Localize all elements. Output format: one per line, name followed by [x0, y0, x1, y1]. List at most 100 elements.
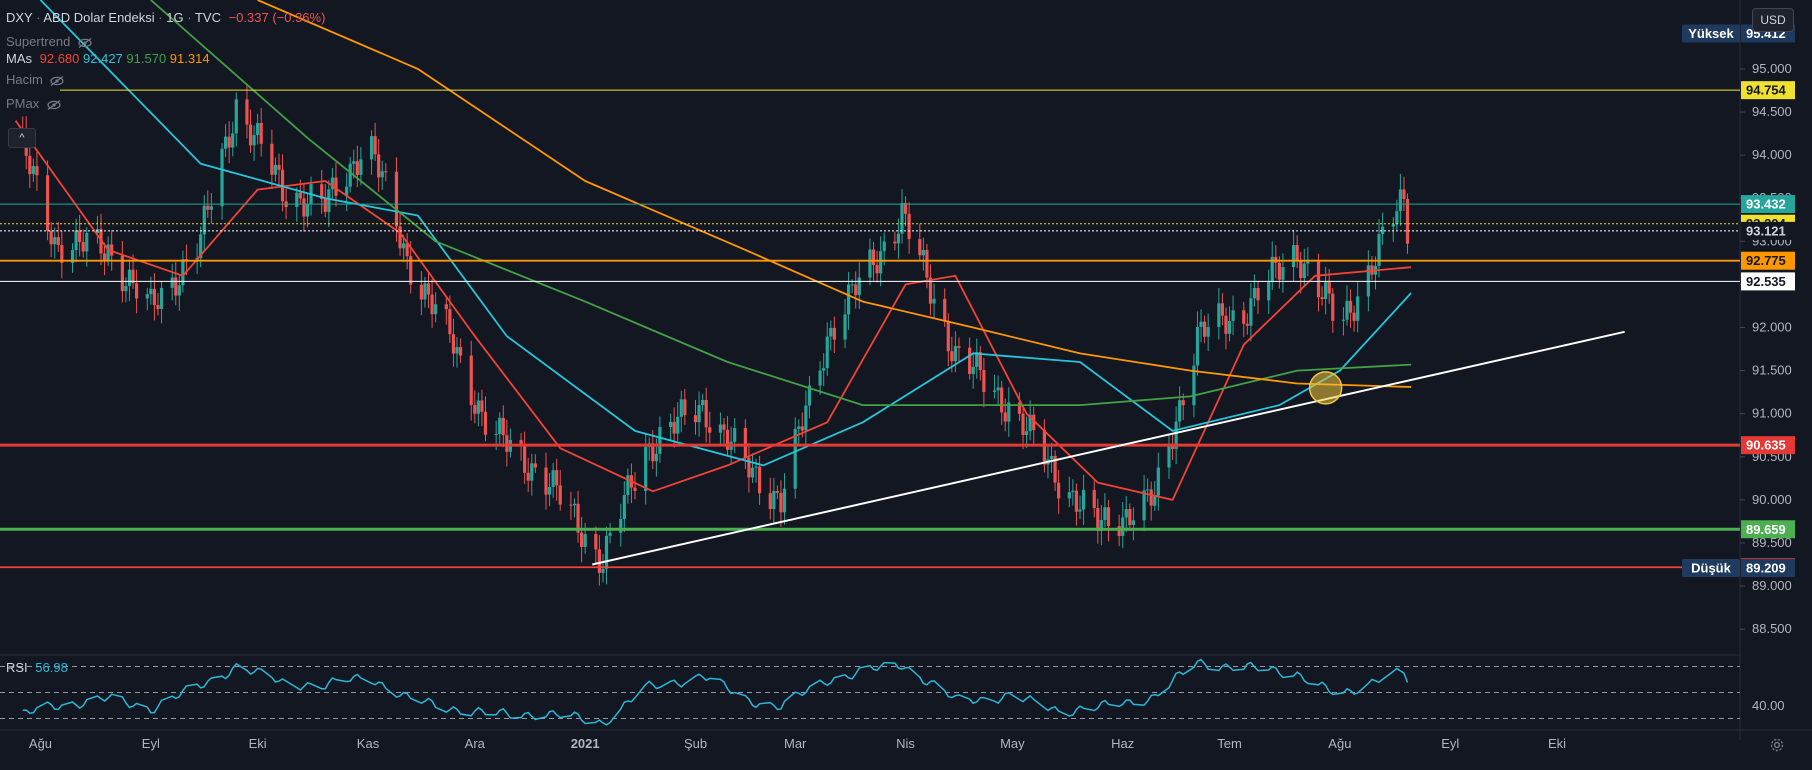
- price-tag-box: [1741, 251, 1795, 270]
- price-tag-89.659: 89.659: [1741, 520, 1795, 539]
- moving-average-line-3: [150, 0, 1412, 407]
- candle-body: [1074, 490, 1079, 512]
- price-tag-92.775: 92.775: [1741, 251, 1795, 270]
- low-marker-value: 89.209: [1746, 561, 1786, 576]
- candle-body: [893, 241, 897, 244]
- pmax-legend[interactable]: PMax: [6, 96, 61, 111]
- candle-body: [295, 192, 299, 208]
- candle-body: [369, 136, 374, 160]
- candle-body: [1049, 455, 1054, 460]
- hidden-eye-icon[interactable]: [50, 75, 65, 86]
- candle-body: [594, 533, 598, 550]
- candle-body: [569, 504, 573, 506]
- candle-body: [320, 184, 324, 199]
- candle-body: [868, 249, 872, 278]
- candle-body: [430, 294, 434, 315]
- candle-body: [693, 415, 698, 423]
- candle-body: [604, 535, 609, 569]
- candle-body: [1231, 310, 1235, 321]
- y-tick-label: 90.000: [1752, 492, 1792, 507]
- y-tick-label: 94.000: [1752, 147, 1792, 162]
- x-tick-label: Ağu: [29, 736, 52, 751]
- candle-body: [1128, 508, 1132, 526]
- candle-body: [747, 457, 751, 478]
- candle-body: [903, 203, 908, 214]
- candle-body: [1356, 296, 1360, 321]
- high-marker-label-box: [1682, 24, 1740, 43]
- candle-body: [928, 277, 933, 304]
- candle-body: [1252, 287, 1257, 299]
- candle-body: [1071, 490, 1075, 493]
- candle-body: [530, 463, 534, 481]
- x-tick-label: Eyl: [142, 736, 160, 751]
- x-tick-label: 2021: [571, 736, 600, 751]
- candle-body: [843, 314, 847, 340]
- supertrend-legend[interactable]: Supertrend: [6, 34, 92, 49]
- candle-body: [953, 345, 957, 362]
- x-tick-label: Şub: [684, 736, 707, 751]
- mas-legend[interactable]: MAs 92.680 92.427 91.570 91.314: [6, 51, 210, 66]
- gear-icon[interactable]: [1768, 736, 1786, 754]
- price-tag-94.754: 94.754: [1741, 81, 1795, 100]
- ma4-value: 91.314: [169, 51, 210, 66]
- mas-label: MAs: [6, 51, 32, 66]
- y-tick-label: 91.500: [1752, 363, 1792, 378]
- ma1-value: 92.680: [39, 51, 80, 66]
- candle-body: [494, 433, 498, 435]
- candle-body: [580, 532, 584, 547]
- candle-body: [900, 203, 904, 234]
- candle-body: [1316, 261, 1321, 298]
- candle-body: [800, 426, 804, 431]
- candle-body: [1299, 260, 1303, 278]
- candle-body: [718, 424, 723, 433]
- candle-body: [669, 421, 673, 428]
- price-tag-box: [1741, 195, 1795, 214]
- price-tag-93.432: 93.432: [1741, 195, 1795, 214]
- hidden-eye-icon[interactable]: [47, 99, 61, 110]
- candle-body: [145, 294, 149, 299]
- candle-body: [202, 205, 206, 235]
- candle-body: [1395, 211, 1399, 225]
- candle-body: [1117, 525, 1121, 536]
- candle-body: [644, 446, 648, 491]
- candle-body: [1057, 482, 1061, 499]
- price-tag-box: [1741, 520, 1795, 539]
- candle-body: [149, 288, 153, 295]
- candle-body: [1042, 429, 1046, 465]
- candle-body: [622, 495, 626, 519]
- candle-body: [658, 427, 662, 454]
- interval-label[interactable]: 1G: [166, 10, 184, 25]
- candle-body: [85, 232, 89, 252]
- hidden-eye-icon[interactable]: [78, 37, 92, 48]
- candle-body: [345, 186, 349, 196]
- candle-body: [501, 417, 505, 436]
- candle-body: [1341, 319, 1346, 321]
- candle-body: [968, 347, 972, 374]
- symbol-ticker[interactable]: DXY: [6, 10, 33, 25]
- currency-button[interactable]: USD: [1752, 8, 1794, 32]
- y-tick-label: 91.000: [1752, 406, 1792, 421]
- price-tag-text: 92.535: [1746, 274, 1786, 289]
- rsi-legend[interactable]: RSI 56.98: [6, 660, 68, 675]
- candle-body: [110, 244, 114, 256]
- candle-body: [1000, 387, 1004, 413]
- candle-body: [46, 175, 50, 231]
- candle-body: [743, 428, 747, 458]
- candle-body: [971, 366, 975, 374]
- candle-body: [782, 488, 787, 513]
- candle-body: [1331, 293, 1335, 321]
- candles-group: [21, 85, 1410, 586]
- candle-body: [1405, 198, 1410, 244]
- candle-body: [1267, 281, 1271, 301]
- candle-body: [302, 198, 306, 217]
- candle-body: [572, 503, 577, 506]
- hacim-legend[interactable]: Hacim: [6, 72, 65, 87]
- collapse-legend-button[interactable]: ^: [8, 128, 36, 148]
- candle-body: [925, 249, 929, 278]
- candle-body: [1199, 321, 1203, 327]
- candle-body: [1156, 467, 1160, 496]
- candle-body: [576, 503, 580, 533]
- candle-body: [177, 285, 181, 296]
